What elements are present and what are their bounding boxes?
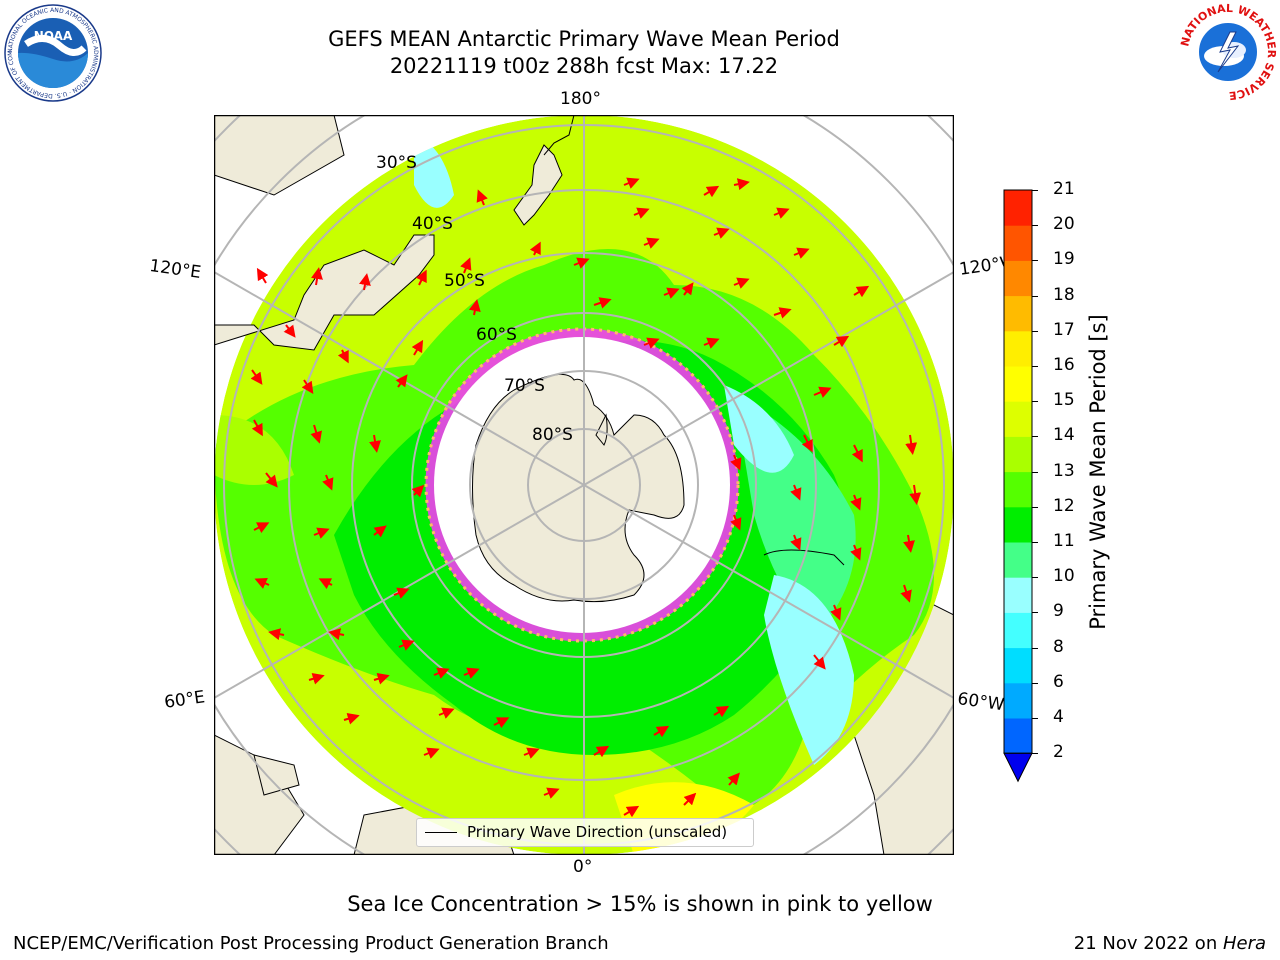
colorbar-tick-label: 19	[1053, 249, 1075, 270]
colorbar-tick-label: 12	[1053, 495, 1075, 516]
colorbar-segment	[1004, 506, 1032, 543]
lat-label-50s: 50°S	[444, 271, 485, 291]
lat-label-60s: 60°S	[476, 325, 517, 345]
colorbar-tick-mark	[1032, 260, 1038, 262]
colorbar-segment	[1004, 542, 1032, 578]
colorbar-segment	[1004, 718, 1032, 754]
legend-line-swatch	[425, 832, 457, 833]
colorbar-segment	[1004, 436, 1032, 473]
colorbar-segment	[1004, 366, 1032, 402]
colorbar-tick-mark	[1032, 436, 1038, 438]
colorbar-tick-mark	[1032, 295, 1038, 297]
colorbar-tick-label: 10	[1053, 566, 1075, 587]
colorbar-segment	[1004, 682, 1032, 719]
noaa-text: NOAA	[34, 29, 73, 43]
lon-label-0: 0°	[573, 857, 593, 877]
colorbar-tick-mark	[1032, 401, 1038, 403]
lon-label-180: 180°	[560, 89, 601, 109]
footer-credit: NCEP/EMC/Verification Post Processing Pr…	[13, 933, 609, 954]
colorbar-tick-mark	[1032, 682, 1038, 684]
colorbar-tick-mark	[1032, 577, 1038, 579]
colorbar-tick-label: 16	[1053, 355, 1075, 375]
footer-host: Hera	[1222, 933, 1266, 954]
colorbar-tick-label: 9	[1053, 601, 1064, 622]
colorbar-segment	[1004, 190, 1032, 226]
colorbar-tick-label: 17	[1053, 319, 1075, 340]
colorbar-tick-label: 21	[1053, 179, 1075, 199]
sea-ice-caption: Sea Ice Concentration > 15% is shown in …	[347, 892, 933, 916]
colorbar-tick-mark	[1032, 542, 1038, 543]
colorbar-tick-label: 8	[1053, 636, 1064, 657]
colorbar-tick-label: 2	[1053, 742, 1064, 763]
colorbar-tick-mark	[1032, 471, 1038, 473]
colorbar-tick-mark	[1032, 647, 1038, 649]
colorbar-tick-label: 6	[1053, 671, 1064, 692]
lat-label-70s: 70°S	[504, 376, 545, 396]
colorbar-tick-label: 20	[1053, 214, 1075, 235]
noaa-logo: NATIONAL OCEANIC AND ATMOSPHERIC ADMINIS…	[4, 4, 102, 102]
colorbar-tick-label: 4	[1053, 707, 1064, 727]
colorbar	[1003, 189, 1033, 783]
lat-label-80s: 80°S	[532, 425, 573, 445]
colorbar-segment	[1004, 577, 1032, 613]
colorbar-segment	[1004, 295, 1032, 332]
colorbar-segment	[1004, 647, 1032, 684]
colorbar-segment	[1004, 612, 1032, 649]
colorbar-tick-mark	[1032, 330, 1038, 332]
colorbar-label: Primary Wave Mean Period [s]	[1086, 314, 1110, 630]
colorbar-tick-mark	[1032, 225, 1038, 227]
lat-label-30s: 30°S	[376, 153, 417, 173]
map-legend: Primary Wave Direction (unscaled)	[416, 818, 754, 847]
antarctic-map: 30°S 40°S 50°S 60°S 70°S 80°S	[214, 115, 954, 855]
legend-label: Primary Wave Direction (unscaled)	[467, 823, 728, 841]
colorbar-segment	[1004, 401, 1032, 437]
wave-direction-arrows	[250, 177, 922, 818]
lon-label-60w: 60°W	[956, 689, 1006, 716]
colorbar-tick-mark	[1032, 612, 1038, 614]
colorbar-extend-triangle	[1003, 752, 1033, 783]
colorbar-segment	[1004, 471, 1032, 508]
colorbar-tick-mark	[1032, 506, 1038, 508]
footer-date-text: 21 Nov 2022 on	[1073, 933, 1223, 954]
colorbar-segment	[1004, 225, 1032, 261]
lat-label-40s: 40°S	[412, 214, 453, 234]
colorbar-tick-mark	[1032, 366, 1038, 367]
colorbar-tick-label: 18	[1053, 284, 1075, 305]
colorbar-tick-label: 13	[1053, 460, 1075, 481]
colorbar-tick-label: 14	[1053, 425, 1075, 446]
footer-date: 21 Nov 2022 on Hera	[1074, 933, 1266, 954]
colorbar-tick-mark	[1032, 753, 1038, 755]
lon-label-120e: 120°E	[148, 256, 203, 284]
lon-label-60e: 60°E	[163, 687, 207, 713]
nws-logo: NATIONAL WEATHER SERVICE	[1178, 2, 1278, 102]
graticule	[214, 115, 954, 855]
colorbar-tick-mark	[1032, 190, 1038, 191]
colorbar-segment	[1004, 260, 1032, 297]
colorbar-segment	[1004, 330, 1032, 367]
colorbar-tick-mark	[1032, 718, 1038, 719]
colorbar-tick-label: 15	[1053, 390, 1075, 411]
map-title: GEFS MEAN Antarctic Primary Wave Mean Pe…	[328, 27, 840, 51]
map-subtitle: 20221119 t00z 288h fcst Max: 17.22	[389, 54, 779, 78]
colorbar-tick-label: 11	[1053, 531, 1075, 551]
